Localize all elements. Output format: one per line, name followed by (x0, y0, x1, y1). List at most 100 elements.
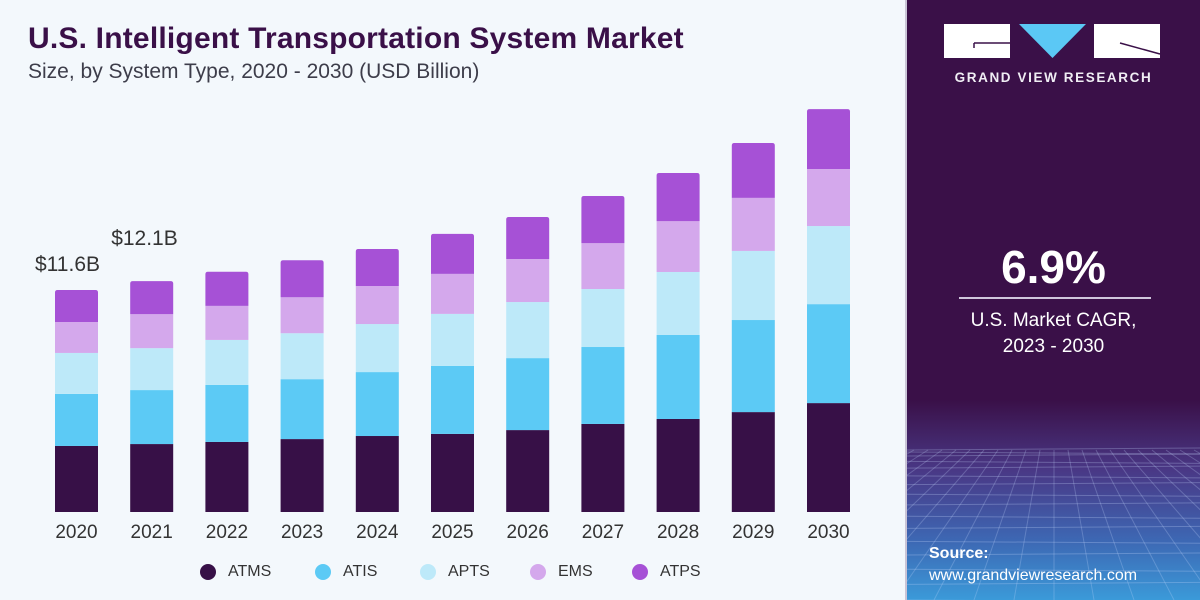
bar-segment-apts-2028 (656, 271, 700, 335)
bar-stack-2021 (130, 281, 174, 512)
bar-segment-apts-2020 (55, 352, 98, 394)
bar-segment-apts-2025 (431, 313, 474, 366)
bar-segment-ems-2020 (55, 321, 98, 353)
bar-segment-atis-2028 (656, 334, 700, 419)
x-tick-label-2030: 2030 (807, 522, 849, 543)
grand-view-research-logo-icon (944, 24, 1161, 58)
legend-item-ems: EMS (530, 563, 593, 581)
chart-subtitle: Size, by System Type, 2020 - 2030 (USD B… (28, 60, 480, 83)
cagr-label-line1: U.S. Market CAGR, (970, 310, 1137, 331)
bar-segment-atis-2021 (130, 390, 174, 445)
bar-segment-atis-2026 (506, 358, 550, 431)
bar-segment-atms-2024 (355, 436, 399, 512)
bar-stack-2022 (205, 271, 249, 512)
brand-name: GRAND VIEW RESEARCH (954, 70, 1153, 85)
bar-segment-atps-2025 (431, 233, 474, 274)
cagr-label: U.S. Market CAGR, 2023 - 2030 (907, 308, 1200, 360)
bar-segment-ems-2022 (205, 305, 249, 340)
legend-item-atis: ATIS (315, 563, 377, 581)
bar-segment-atms-2025 (431, 433, 474, 512)
bar-segment-apts-2029 (731, 250, 775, 321)
bar-segment-atps-2027 (581, 195, 625, 244)
bar-segment-atis-2029 (731, 320, 775, 413)
data-label-2020: $11.6B (35, 253, 100, 276)
bar-stack-2028 (656, 173, 700, 512)
legend-item-atms: ATMS (200, 563, 271, 581)
bar-segment-atps-2030 (807, 109, 850, 170)
data-label-2021: $12.1B (111, 227, 178, 250)
bar-stack-2026 (506, 217, 550, 512)
legend-item-atps: ATPS (632, 563, 701, 581)
legend-swatch-atms (200, 564, 216, 580)
legend-label-ems: EMS (558, 563, 593, 580)
legend-label-atps: ATPS (660, 563, 701, 580)
bar-segment-atms-2030 (807, 403, 850, 512)
bar-segment-ems-2028 (656, 221, 700, 272)
bar-segment-apts-2021 (130, 348, 174, 391)
x-tick-label-2026: 2026 (507, 522, 549, 543)
bar-segment-apts-2024 (355, 324, 399, 373)
legend-swatch-atps (632, 564, 648, 580)
bar-segment-atps-2028 (656, 173, 700, 222)
bar-segment-atms-2021 (130, 444, 174, 512)
bar-segment-atms-2020 (55, 445, 98, 512)
bar-segment-ems-2023 (280, 297, 324, 334)
bar-segment-atms-2023 (280, 439, 324, 512)
bar-segment-ems-2030 (807, 169, 850, 227)
bar-segment-atis-2022 (205, 384, 249, 442)
bar-segment-ems-2024 (355, 285, 399, 325)
source-block: Source: www.grandviewresearch.com (929, 543, 1137, 587)
bar-segment-ems-2026 (506, 258, 550, 303)
bar-stack-2020 (55, 289, 98, 512)
bar-stack-2025 (431, 233, 474, 512)
bar-segment-atms-2026 (506, 430, 550, 512)
bar-segment-atis-2024 (355, 372, 399, 437)
cagr-value: 6.9% (1001, 241, 1106, 293)
x-tick-label-2020: 2020 (55, 522, 97, 543)
bar-stack-2024 (355, 249, 399, 512)
stacked-bar-chart: 2020 2021 2022 2023 2024 2025 2026 2027 2028 2029… (35, 109, 850, 543)
bar-segment-ems-2029 (731, 197, 775, 251)
bar-segment-apts-2022 (205, 339, 249, 385)
bar-segment-atis-2025 (431, 365, 474, 434)
info-panel: GRAND VIEW RESEARCH 6.9% U.S. Market CAG… (905, 0, 1200, 600)
x-tick-label-2028: 2028 (657, 522, 699, 543)
bar-segment-atms-2027 (581, 423, 625, 512)
x-tick-label-2024: 2024 (356, 522, 399, 543)
bar-stack-2027 (581, 195, 625, 512)
bar-segment-atis-2030 (807, 304, 850, 404)
source-heading: Source: (929, 545, 989, 562)
bar-segment-apts-2026 (506, 302, 550, 359)
x-tick-label-2027: 2027 (582, 522, 624, 543)
x-tick-label-2022: 2022 (206, 522, 248, 543)
x-tick-label-2021: 2021 (131, 522, 173, 543)
cagr-label-line2: 2023 - 2030 (1002, 336, 1105, 357)
legend-swatch-ems (530, 564, 546, 580)
panel-gradient-background (907, 400, 1200, 600)
bar-segment-ems-2027 (581, 243, 625, 290)
chart-legend: ATMS ATIS APTS EMS ATPS (0, 563, 905, 587)
grid-pattern-decoration (907, 447, 1200, 600)
chart-area: U.S. Intelligent Transportation System M… (0, 22, 905, 587)
bar-segment-atps-2023 (280, 260, 324, 298)
legend-swatch-atis (315, 564, 331, 580)
chart-title: U.S. Intelligent Transportation System M… (28, 22, 684, 55)
bar-segment-atms-2028 (656, 418, 700, 512)
source-url: www.grandviewresearch.com (929, 567, 1138, 584)
bar-segment-atps-2026 (506, 217, 550, 259)
bar-segment-atis-2027 (581, 347, 625, 424)
bar-segment-atms-2022 (205, 441, 249, 512)
bar-segment-atps-2029 (731, 142, 775, 198)
bar-stack-2029 (731, 142, 775, 512)
legend-label-atis: ATIS (343, 563, 378, 580)
bar-segment-atps-2021 (130, 281, 174, 315)
bar-segment-apts-2023 (280, 333, 324, 380)
bar-segment-apts-2030 (807, 226, 850, 305)
x-tick-label-2023: 2023 (281, 522, 323, 543)
bar-segment-atps-2022 (205, 271, 249, 306)
bar-segment-atps-2020 (55, 289, 98, 322)
legend-swatch-apts (420, 564, 436, 580)
bar-segment-apts-2027 (581, 289, 625, 348)
bar-segment-atms-2029 (731, 412, 775, 512)
legend-item-apts: APTS (420, 563, 490, 581)
